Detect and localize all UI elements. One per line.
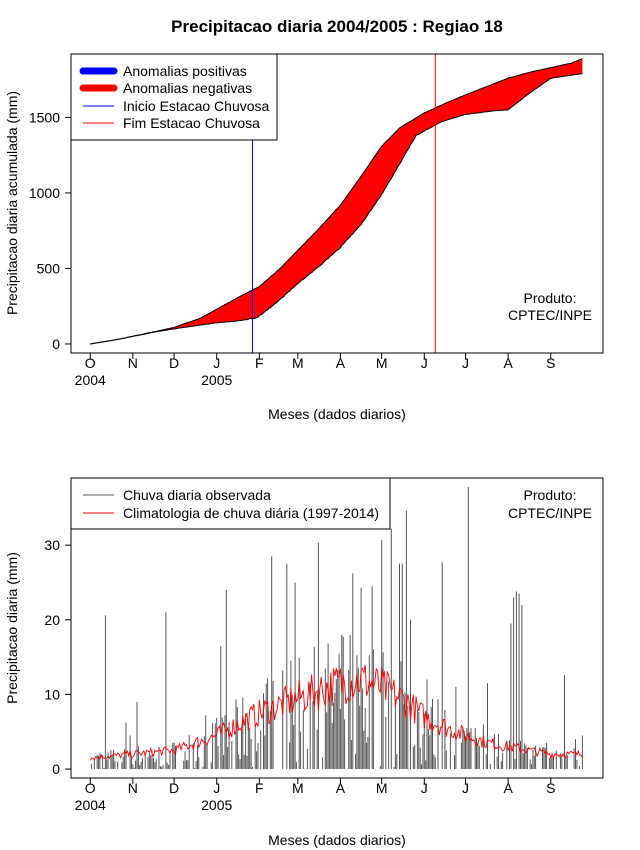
y-tick-label: 10 bbox=[44, 686, 60, 702]
credit-line-1: Produto: bbox=[524, 290, 577, 306]
daily-precip-panel: 0 10 20 30 O N D J F M A M J J A S 2004 2005 Precipitaca… bbox=[4, 477, 604, 848]
plot-frame bbox=[70, 53, 604, 354]
x-tick-label-month: F bbox=[255, 355, 264, 371]
y-tick-label: 500 bbox=[37, 260, 61, 276]
x-tick-label-month: F bbox=[255, 780, 264, 796]
x-tick-label-month: D bbox=[169, 355, 179, 371]
legend: Chuva diaria observada Climatologia de c… bbox=[70, 477, 391, 530]
x-tick-label-month: J bbox=[462, 355, 469, 371]
y-tick-label: 0 bbox=[52, 761, 60, 777]
x-tick-label-month: M bbox=[376, 780, 388, 796]
x-axis: O N D J F M A M J J A S 2004 2005 bbox=[75, 353, 555, 388]
chart-title: Precipitacao diaria 2004/2005 : Regiao 1… bbox=[171, 17, 503, 36]
x-tick-label-month: O bbox=[85, 780, 96, 796]
climatology-daily-line bbox=[89, 664, 583, 761]
legend-label-season-start: Inicio Estacao Chuvosa bbox=[123, 98, 270, 114]
x-tick-label-month: S bbox=[546, 355, 555, 371]
x-tick-label-month: A bbox=[503, 780, 513, 796]
x-tick-label-month: O bbox=[85, 355, 96, 371]
y-tick-label: 30 bbox=[44, 537, 60, 553]
x-tick-label-month: D bbox=[169, 780, 179, 796]
climatology bbox=[89, 664, 583, 761]
y-axis-label: Precipitacao diaria (mm) bbox=[4, 552, 20, 704]
x-tick-label-month: J bbox=[421, 780, 428, 796]
anomaly-fill bbox=[90, 58, 583, 345]
credit-line-1: Produto: bbox=[524, 487, 577, 503]
y-tick-label: 0 bbox=[52, 336, 60, 352]
y-tick-label: 20 bbox=[44, 612, 60, 628]
legend-label-season-end: Fim Estacao Chuvosa bbox=[123, 115, 260, 131]
legend-box bbox=[70, 477, 391, 530]
x-tick-label-year: 2005 bbox=[201, 797, 232, 813]
x-tick-label-month: N bbox=[128, 780, 138, 796]
credit-line-2: CPTEC/INPE bbox=[508, 505, 592, 521]
legend-label-observed: Chuva diaria observada bbox=[123, 487, 271, 503]
x-tick-label-month: J bbox=[213, 355, 220, 371]
daily-bars bbox=[91, 487, 583, 769]
y-tick-label: 1500 bbox=[29, 109, 60, 125]
credit-line-2: CPTEC/INPE bbox=[508, 307, 592, 323]
x-tick-label-month: M bbox=[376, 355, 388, 371]
x-tick-label-month: M bbox=[292, 355, 304, 371]
legend-label-negative: Anomalias negativas bbox=[123, 80, 252, 96]
y-axis: 0 10 20 30 bbox=[44, 537, 71, 777]
x-tick-label-year: 2005 bbox=[201, 372, 232, 388]
x-tick-label-year: 2004 bbox=[75, 797, 106, 813]
legend-label-climatology: Climatologia de chuva diária (1997-2014) bbox=[123, 505, 379, 521]
y-axis: 0 500 1000 1500 bbox=[29, 109, 71, 352]
x-tick-label-month: J bbox=[213, 780, 220, 796]
legend: Anomalias positivas Anomalias negativas … bbox=[70, 53, 278, 141]
climatology-cumulative-line bbox=[90, 58, 583, 345]
x-tick-label-month: A bbox=[336, 780, 346, 796]
x-tick-label-month: J bbox=[462, 780, 469, 796]
cumulative-precip-panel: 0 500 1000 1500 O N D J F M A M J J A S 2004 2005 Precip… bbox=[4, 53, 604, 422]
y-tick-label: 1000 bbox=[29, 185, 60, 201]
x-axis-label: Meses (dados diarios) bbox=[268, 406, 406, 422]
negative-anomaly-area bbox=[90, 58, 583, 344]
x-axis-label: Meses (dados diarios) bbox=[268, 832, 406, 848]
x-axis: O N D J F M A M J J A S 2004 2005 bbox=[75, 778, 555, 813]
y-axis-label: Precipitacao diaria acumulada (mm) bbox=[4, 91, 20, 315]
x-tick-label-month: N bbox=[128, 355, 138, 371]
x-tick-label-month: J bbox=[421, 355, 428, 371]
x-tick-label-month: S bbox=[546, 780, 555, 796]
x-tick-label-month: A bbox=[503, 355, 513, 371]
x-tick-label-month: M bbox=[292, 780, 304, 796]
x-tick-label-year: 2004 bbox=[75, 372, 106, 388]
legend-label-positive: Anomalias positivas bbox=[123, 63, 247, 79]
x-tick-label-month: A bbox=[336, 355, 346, 371]
observed-cumulative-line bbox=[90, 73, 583, 345]
